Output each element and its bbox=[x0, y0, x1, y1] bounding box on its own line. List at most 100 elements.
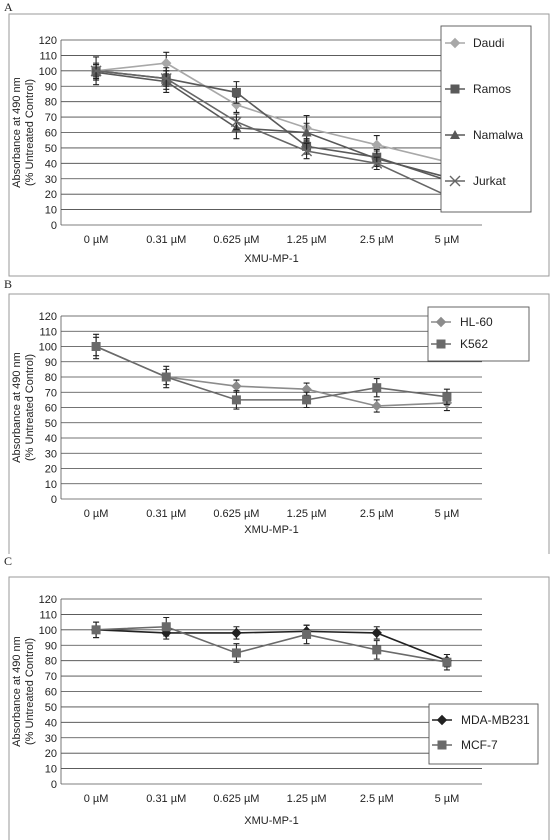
y-tick-label: 50 bbox=[45, 418, 57, 430]
data-point bbox=[231, 380, 242, 392]
series-daudi bbox=[90, 51, 453, 178]
legend-marker bbox=[449, 175, 461, 187]
legend-marker bbox=[450, 84, 460, 94]
x-tick-label: 0.31 µM bbox=[146, 508, 186, 520]
data-point bbox=[302, 395, 312, 405]
chart-frame bbox=[8, 13, 550, 277]
data-point bbox=[160, 73, 172, 85]
data-point bbox=[301, 127, 312, 137]
series-line bbox=[96, 625, 448, 663]
y-tick-label: 80 bbox=[45, 372, 57, 384]
x-tick-label: 2.5 µM bbox=[360, 793, 394, 805]
y-tick-label: 110 bbox=[39, 50, 57, 62]
y-tick-label: 60 bbox=[45, 403, 57, 415]
y-tick-label: 0 bbox=[51, 220, 57, 232]
data-point bbox=[231, 627, 242, 639]
series-namalwa bbox=[91, 64, 452, 188]
legend-label: MDA-MB231 bbox=[461, 713, 530, 727]
y-tick-label: 100 bbox=[39, 66, 57, 78]
y-tick-label: 20 bbox=[45, 748, 57, 760]
chart-panel-c: C 0 10 20 30 40 50 60 70 80 90 100 110 120 0 µM 0.31 µM… bbox=[4, 554, 550, 840]
y-tick-label: 120 bbox=[39, 35, 57, 47]
data-point bbox=[301, 145, 313, 157]
x-tick-label: 5 µM bbox=[435, 234, 460, 246]
legend-marker bbox=[449, 37, 461, 49]
x-tick-label: 0 µM bbox=[84, 793, 109, 805]
y-tick-label: 10 bbox=[45, 479, 57, 491]
y-tick-label: 0 bbox=[51, 494, 57, 506]
legend-label: Ramos bbox=[473, 82, 511, 96]
x-tick-label: 0.625 µM bbox=[213, 793, 259, 805]
data-point bbox=[442, 392, 452, 402]
legend: MDA-MB231 MCF-7 bbox=[428, 703, 539, 765]
x-tick-label: 0.625 µM bbox=[213, 508, 259, 520]
series-line bbox=[95, 345, 447, 407]
y-tick-label: 110 bbox=[39, 326, 57, 338]
series-line bbox=[95, 70, 448, 197]
legend-marker bbox=[436, 714, 448, 726]
data-point bbox=[371, 400, 382, 412]
y-tick-label: 70 bbox=[45, 671, 57, 683]
series-jurkat bbox=[90, 64, 453, 206]
y-tick-label: 80 bbox=[45, 97, 57, 109]
data-point bbox=[442, 657, 452, 667]
data-point bbox=[91, 342, 101, 351]
y-tick-label: 90 bbox=[45, 640, 57, 652]
data-point bbox=[302, 629, 312, 639]
series-mcf-7 bbox=[91, 616, 452, 671]
x-tick-label: 1.25 µM bbox=[287, 508, 327, 520]
y-tick-label: 90 bbox=[45, 357, 57, 369]
y-tick-label: 30 bbox=[45, 733, 57, 745]
y-tick-label: 50 bbox=[45, 143, 57, 155]
y-tick-label: 80 bbox=[45, 656, 57, 668]
data-point bbox=[371, 627, 382, 639]
legend: HL-60 K562 bbox=[427, 306, 530, 362]
data-point bbox=[90, 65, 102, 77]
y-tick-label: 100 bbox=[39, 342, 57, 354]
data-point bbox=[372, 383, 382, 393]
y-tick-label: 70 bbox=[45, 387, 57, 399]
panel-letter: B bbox=[4, 277, 12, 291]
x-tick-label: 0.31 µM bbox=[146, 793, 186, 805]
y-tick-label: 40 bbox=[45, 433, 57, 445]
y-tick-label: 20 bbox=[45, 189, 57, 201]
y-tick-label: 120 bbox=[39, 594, 57, 606]
y-tick-label: 40 bbox=[45, 158, 57, 170]
legend-label: Jurkat bbox=[473, 174, 506, 188]
data-point bbox=[161, 622, 171, 632]
y-tick-label: 10 bbox=[45, 764, 57, 776]
data-point bbox=[91, 625, 101, 635]
chart-panel-a: A 0 10 20 30 40 50 60 70 80 90 100 110 120 0 µM 0.31 µM… bbox=[4, 0, 550, 277]
y-tick-label: 50 bbox=[45, 702, 57, 714]
y-tick-label: 70 bbox=[45, 112, 57, 124]
data-point bbox=[161, 57, 172, 69]
legend-label: Namalwa bbox=[473, 128, 523, 142]
series-line bbox=[96, 629, 448, 662]
x-tick-label: 5 µM bbox=[435, 508, 460, 520]
x-tick-label: 5 µM bbox=[435, 793, 460, 805]
legend-label: MCF-7 bbox=[461, 738, 498, 752]
chart-panel-b: B 0 10 20 30 40 50 60 70 80 90 100 110 120 0 µM 0.31 µM… bbox=[4, 277, 550, 554]
series-line bbox=[95, 345, 448, 401]
legend-label: HL-60 bbox=[460, 315, 493, 329]
y-tick-label: 60 bbox=[45, 128, 57, 140]
data-point bbox=[230, 116, 242, 128]
y-tick-label: 100 bbox=[39, 625, 57, 637]
legend-marker bbox=[436, 339, 446, 349]
series-hl-60 bbox=[90, 336, 453, 413]
y-tick-label: 120 bbox=[39, 311, 57, 323]
x-tick-label: 0.625 µM bbox=[213, 234, 259, 246]
legend-box bbox=[427, 306, 530, 362]
series-line bbox=[95, 62, 448, 163]
series-k562 bbox=[91, 333, 452, 410]
legend-box bbox=[428, 703, 539, 765]
y-tick-label: 60 bbox=[45, 687, 57, 699]
x-tick-label: 1.25 µM bbox=[287, 793, 327, 805]
data-point bbox=[372, 645, 382, 655]
data-point bbox=[231, 395, 241, 405]
x-axis-label: XMU-MP-1 bbox=[244, 253, 298, 265]
y-axis-label: Absorbance at 490 nm(% Untreated Control… bbox=[11, 636, 36, 747]
x-axis-label: XMU-MP-1 bbox=[244, 815, 298, 827]
legend-marker bbox=[437, 740, 447, 750]
